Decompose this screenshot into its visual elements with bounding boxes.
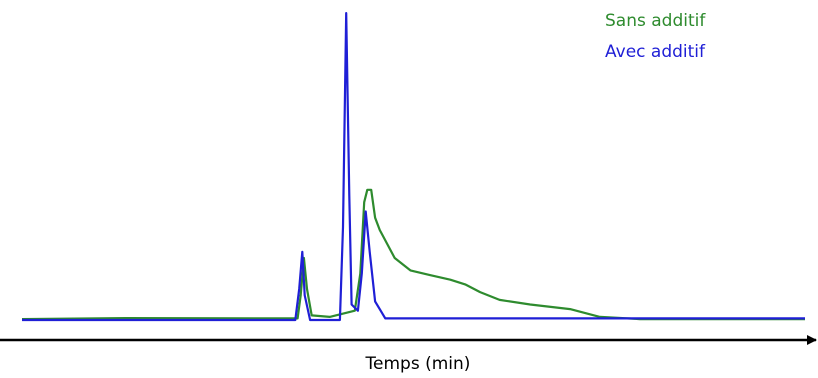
x-axis-label: Temps (min)	[365, 354, 471, 374]
line	[21, 188, 805, 321]
line	[22, 12, 805, 322]
legend-label: Sans additif	[605, 11, 706, 31]
legend-label: Avec additif	[605, 42, 706, 62]
